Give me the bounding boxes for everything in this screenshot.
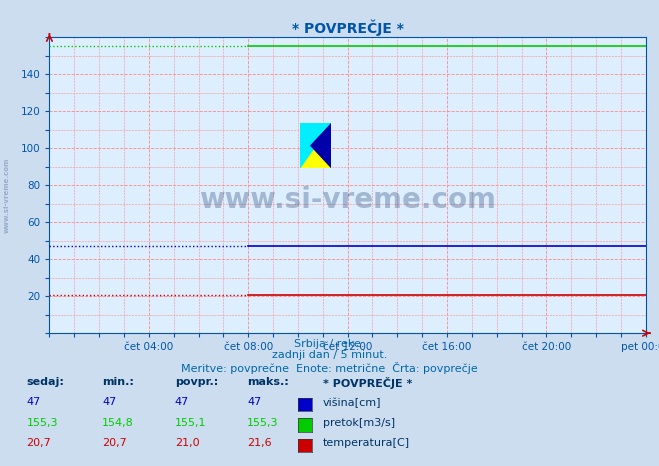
Polygon shape: [300, 123, 331, 168]
Text: Srbija / reke.: Srbija / reke.: [295, 339, 364, 349]
Text: 47: 47: [247, 397, 262, 407]
Text: 20,7: 20,7: [26, 438, 51, 447]
Text: pretok[m3/s]: pretok[m3/s]: [323, 418, 395, 427]
Text: 155,3: 155,3: [247, 418, 279, 427]
Text: sedaj:: sedaj:: [26, 377, 64, 387]
Text: www.si-vreme.com: www.si-vreme.com: [199, 186, 496, 214]
Text: povpr.:: povpr.:: [175, 377, 218, 387]
Title: * POVPREČJE *: * POVPREČJE *: [292, 20, 403, 36]
Text: * POVPREČJE *: * POVPREČJE *: [323, 377, 413, 390]
Text: www.si-vreme.com: www.si-vreme.com: [3, 158, 10, 233]
Text: višina[cm]: višina[cm]: [323, 397, 382, 408]
Text: 47: 47: [26, 397, 41, 407]
Text: 47: 47: [175, 397, 189, 407]
Text: 155,1: 155,1: [175, 418, 206, 427]
Text: 21,0: 21,0: [175, 438, 199, 447]
Text: zadnji dan / 5 minut.: zadnji dan / 5 minut.: [272, 350, 387, 360]
Text: min.:: min.:: [102, 377, 134, 387]
Polygon shape: [311, 123, 331, 168]
Text: 20,7: 20,7: [102, 438, 127, 447]
Text: maks.:: maks.:: [247, 377, 289, 387]
Text: Meritve: povprečne  Enote: metrične  Črta: povprečje: Meritve: povprečne Enote: metrične Črta:…: [181, 362, 478, 374]
Text: temperatura[C]: temperatura[C]: [323, 438, 410, 447]
Text: 21,6: 21,6: [247, 438, 272, 447]
Text: 47: 47: [102, 397, 117, 407]
Text: 155,3: 155,3: [26, 418, 58, 427]
Text: 154,8: 154,8: [102, 418, 134, 427]
